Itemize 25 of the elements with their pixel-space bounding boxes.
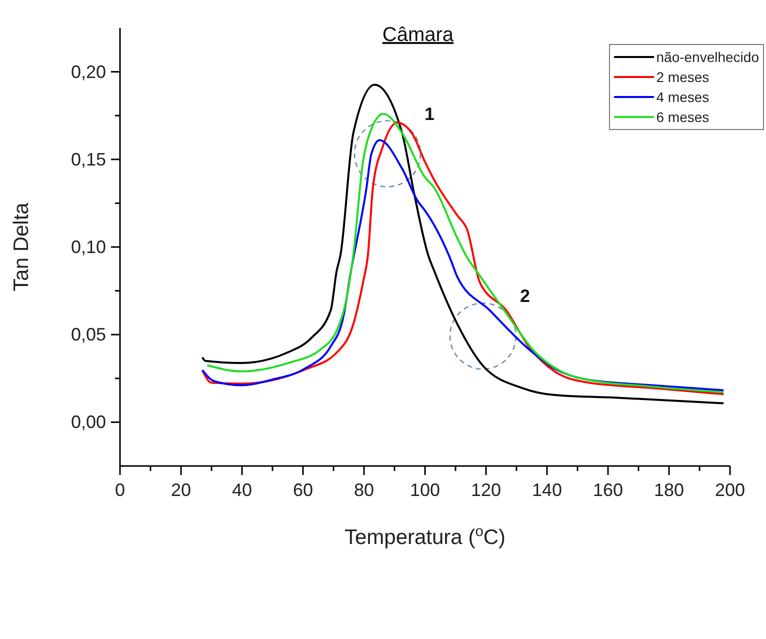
legend-label: 2 meses — [656, 69, 710, 85]
annotation: 1 — [424, 104, 434, 124]
annotation: 2 — [520, 286, 530, 306]
x-tick-label: 100 — [410, 480, 440, 500]
x-tick-label: 40 — [232, 480, 252, 500]
y-tick-label: 0,20 — [70, 62, 106, 82]
y-tick-label: 0,15 — [70, 149, 106, 170]
y-tick-label: 0,10 — [70, 237, 106, 257]
chart-title: Câmara — [382, 24, 454, 46]
y-tick-label: 0,00 — [70, 412, 106, 432]
x-tick-label: 140 — [532, 480, 562, 500]
x-tick-label: 120 — [470, 480, 502, 500]
y-tick-label: 0,05 — [70, 324, 106, 345]
x-tick-label: 180 — [654, 480, 684, 500]
x-tick-label: 80 — [354, 480, 374, 500]
legend-label: 4 meses — [656, 89, 710, 105]
x-tick-label: 20 — [170, 480, 192, 500]
x-tick-label: 200 — [714, 480, 746, 500]
x-tick-label: 0 — [114, 480, 126, 500]
x-tick-label: 60 — [292, 480, 314, 500]
y-axis-title: Tan Delta — [10, 202, 33, 292]
legend-label: não-envelhecido — [656, 49, 759, 65]
x-axis-title: Temperatura ($^{o}$C) — [344, 524, 506, 549]
legend-label: 6 meses — [656, 109, 710, 125]
x-tick-label: 160 — [592, 480, 624, 500]
